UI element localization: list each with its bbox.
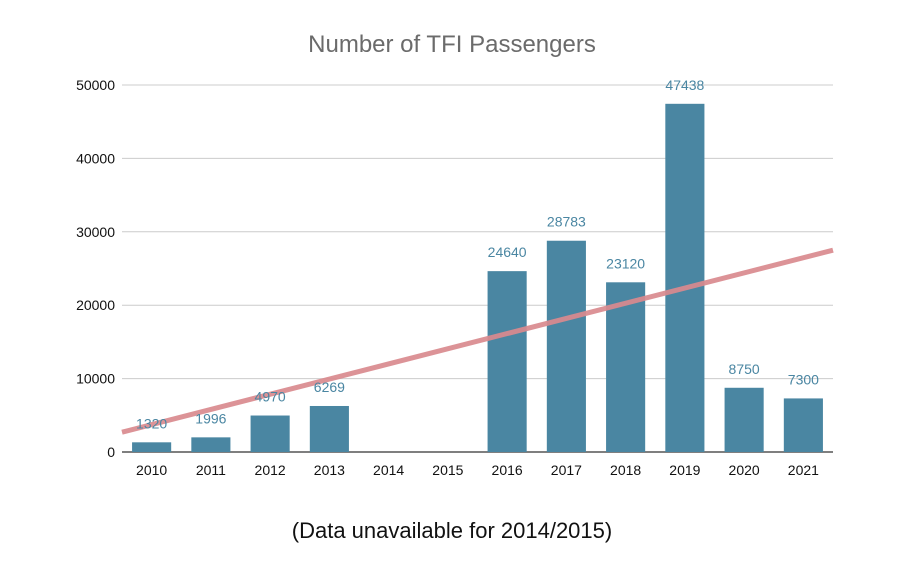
x-tick-label: 2010 [136, 462, 167, 478]
trendline [121, 247, 834, 435]
gridlines [122, 84, 833, 453]
data-label-2013: 6269 [314, 379, 345, 395]
y-tick-label: 20000 [76, 297, 115, 313]
y-tick-label: 30000 [76, 224, 115, 240]
x-tick-label: 2011 [196, 462, 226, 478]
data-label-2020: 8750 [729, 361, 760, 377]
trendline-group [121, 247, 834, 435]
bar-2016 [487, 271, 527, 452]
x-tick-label: 2019 [669, 462, 700, 478]
bar-2017 [546, 240, 586, 452]
bar-2013 [309, 405, 349, 452]
y-tick-label: 10000 [76, 371, 115, 387]
x-tick-label: 2020 [729, 462, 760, 478]
bars [132, 103, 823, 452]
y-tick-label: 40000 [76, 150, 115, 166]
bar-2018 [606, 282, 646, 452]
data-label-2010: 1320 [136, 415, 167, 431]
bar-2011 [191, 437, 231, 452]
data-label-2018: 23120 [606, 255, 645, 271]
x-tick-label: 2017 [551, 462, 582, 478]
x-tick-label: 2015 [432, 462, 463, 478]
y-axis-ticks: 0 10000 20000 30000 40000 50000 [76, 77, 115, 460]
x-axis-ticks: 2010 2011 2012 2013 2014 2015 2016 2017 2018 2019… [136, 462, 819, 478]
x-tick-label: 2014 [373, 462, 404, 478]
bar-2019 [665, 103, 705, 452]
data-labels: 1320 1996 4970 6269 24640 28783 23120 47438 8750… [136, 77, 819, 432]
chart-title: Number of TFI Passengers [308, 31, 596, 58]
chart-caption: (Data unavailable for 2014/2015) [292, 518, 612, 543]
data-label-2019: 47438 [665, 77, 704, 93]
bar-2012 [250, 415, 290, 452]
bar-2010 [132, 442, 172, 452]
x-tick-label: 2013 [314, 462, 345, 478]
data-label-2012: 4970 [255, 389, 286, 405]
bar-2021 [783, 398, 823, 452]
x-tick-label: 2016 [492, 462, 523, 478]
data-label-2016: 24640 [488, 244, 527, 260]
y-tick-label: 50000 [76, 77, 115, 93]
x-tick-label: 2021 [788, 462, 819, 478]
x-tick-label: 2012 [255, 462, 286, 478]
y-tick-label: 0 [107, 444, 115, 460]
x-tick-label: 2018 [610, 462, 641, 478]
data-label-2021: 7300 [788, 371, 819, 387]
data-label-2017: 28783 [547, 214, 586, 230]
bar-2020 [724, 387, 764, 452]
data-label-2011: 1996 [195, 410, 226, 426]
